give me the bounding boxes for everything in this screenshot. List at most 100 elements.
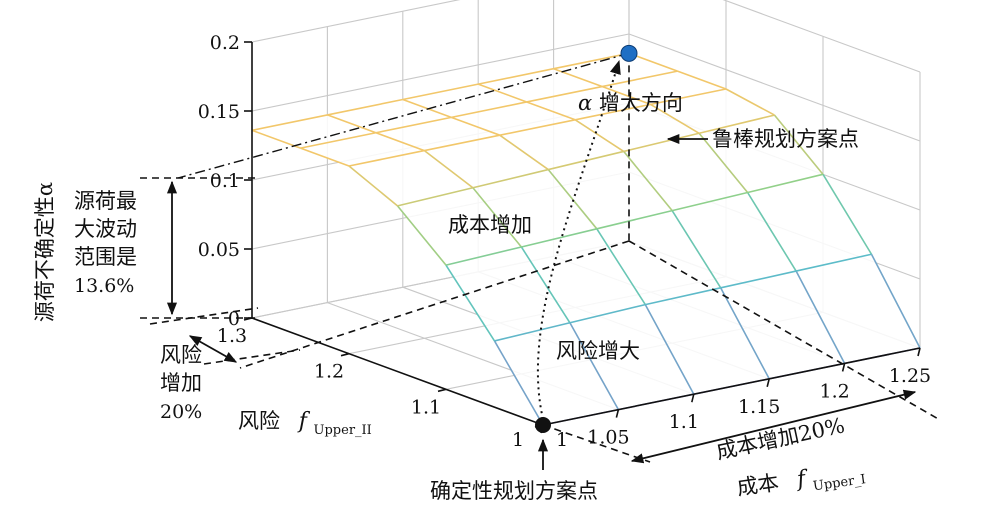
surface-mesh-line-x2: [451, 116, 501, 136]
x-axis-title: 成本 f Upper_I: [735, 458, 866, 505]
surface-patch: [252, 114, 376, 149]
risk-add-line-2: 增加: [160, 371, 202, 395]
alpha-direction-label: α 增大方向: [578, 91, 683, 115]
y-tick-label-3: 1.3: [217, 325, 247, 347]
surface-mesh-line-x4: [698, 132, 749, 194]
alpha-direction-text: 增大方向: [599, 91, 683, 115]
x-axis-title-name: 成本: [735, 470, 780, 500]
alpha-symbol: α: [578, 91, 592, 115]
deterministic-point: [535, 417, 551, 433]
surface-mesh-line-x1: [472, 187, 523, 248]
surface-mesh-line-x5: [822, 173, 873, 255]
origin-extension-line: [542, 424, 651, 463]
surface-mesh-line-y1: [569, 303, 646, 324]
y-tick-label-2: 1.2: [314, 361, 344, 383]
surface-layer: [251, 52, 921, 426]
surface-mesh-line-y6: [402, 83, 479, 101]
range-line-4: 13.6%: [74, 275, 134, 297]
surface-mesh-line-y5: [526, 85, 603, 103]
z-tick-label-1: 0.05: [198, 239, 240, 261]
surface-mesh-line-y1: [720, 270, 797, 289]
y-tick-mark-1: [437, 388, 447, 393]
surface-mesh-line-x0: [445, 264, 496, 342]
surface-mesh-line-y5: [601, 70, 678, 88]
surface-mesh-line-y4: [650, 88, 727, 106]
surface-mesh-line-y1: [795, 253, 872, 272]
x-axis-title-symbol: f: [793, 466, 810, 493]
floor-projection-line: [239, 240, 630, 369]
surface-mesh-line-y6: [327, 98, 403, 116]
surface-patch: [494, 322, 619, 425]
surface-mesh-line-x0: [396, 205, 447, 266]
surface-mesh-line-x4: [795, 270, 846, 364]
surface-patch: [521, 228, 646, 323]
y-tick-labels: 1.1 1.2 1.3: [217, 325, 441, 418]
surface-mesh-line-x1: [520, 246, 571, 324]
surface-mesh-line-y5: [300, 131, 377, 149]
robust-point-label: 鲁棒规划方案点: [712, 127, 859, 151]
surface-mesh-line-y4: [575, 103, 651, 121]
surface-mesh-line-x2: [596, 228, 646, 306]
surface-mesh-line-y6: [478, 67, 554, 85]
z-tick-labels: 0 0.05 0.1 0.15 0.2: [198, 32, 240, 330]
surface-patch: [720, 271, 845, 379]
x-tick-mark-3: [766, 378, 770, 387]
surface-mesh-line-y2: [521, 228, 597, 248]
surface-mesh-line-y2: [445, 246, 522, 266]
surface-mesh-line-x0: [348, 165, 399, 207]
surface-mesh-line-y4: [424, 134, 500, 152]
surface-mesh-line-y3: [397, 186, 474, 207]
risk-top-line: [149, 307, 259, 325]
surface-patch: [699, 115, 823, 193]
x-axis-line: [542, 347, 921, 426]
surface-patch: [300, 132, 425, 166]
points-layer: [535, 44, 638, 433]
risk-add-line-1: 风险: [160, 343, 202, 367]
surface-patch: [796, 254, 920, 364]
x-tick-label-3: 1.15: [738, 396, 780, 418]
surface-mesh-line-x0: [493, 340, 544, 426]
surface-mesh-line-x4: [601, 85, 651, 106]
surface-mesh-line-x3: [477, 83, 527, 103]
surface-patch: [402, 84, 527, 118]
surface-mesh-line-x1: [569, 322, 620, 410]
x-tick-label-1: 1.05: [587, 427, 629, 449]
surface-mesh-line-x5: [725, 88, 775, 116]
z-tick-label-2: 0.1: [210, 170, 240, 192]
x-tick-mark-5: [917, 347, 921, 357]
cost-increase-label: 成本增加: [448, 213, 532, 237]
range-line-1: 源荷最: [74, 189, 137, 213]
surface-patch: [672, 192, 797, 288]
surface-patch: [548, 151, 673, 229]
risk-double-arrow: [188, 335, 238, 363]
surface-mesh-line-y3: [472, 168, 549, 189]
surface-patch: [645, 287, 770, 395]
surface-mesh-line-y2: [672, 191, 748, 212]
surface-mesh-line-y5: [375, 116, 452, 134]
y-axis-title-name: 风险: [238, 409, 280, 433]
side-wall-z-grid-3: [628, 33, 921, 142]
y-tick-label-1: 1.1: [411, 396, 441, 418]
range-line-2: 大波动: [74, 217, 137, 241]
alpha-level-line: [177, 52, 630, 179]
surface-patch: [375, 117, 500, 151]
risk-increase-label: 风险增大: [556, 339, 640, 363]
x-tick-mark-4: [841, 363, 846, 372]
surface-mesh-line-x3: [623, 150, 673, 212]
side-wall-z-grid-4: [722, 0, 921, 73]
surface-mesh-line-x5: [870, 253, 921, 349]
risk-add-annotation: 风险 增加 20%: [160, 343, 202, 423]
surface-mesh-line-y3: [698, 114, 775, 135]
surface-patch: [472, 169, 597, 247]
surface-patch: [478, 68, 603, 102]
surface-mesh-line-x2: [499, 134, 549, 171]
surface-mesh-line-x1: [327, 114, 377, 134]
surface-mesh-line-x3: [671, 210, 722, 289]
z-axis-title: 源荷不确定性α: [33, 182, 57, 322]
surface-patch: [397, 187, 522, 266]
x-tick-mark-2: [691, 394, 695, 403]
surface-mesh-line-x1: [375, 132, 425, 152]
surface-patch: [526, 86, 651, 120]
